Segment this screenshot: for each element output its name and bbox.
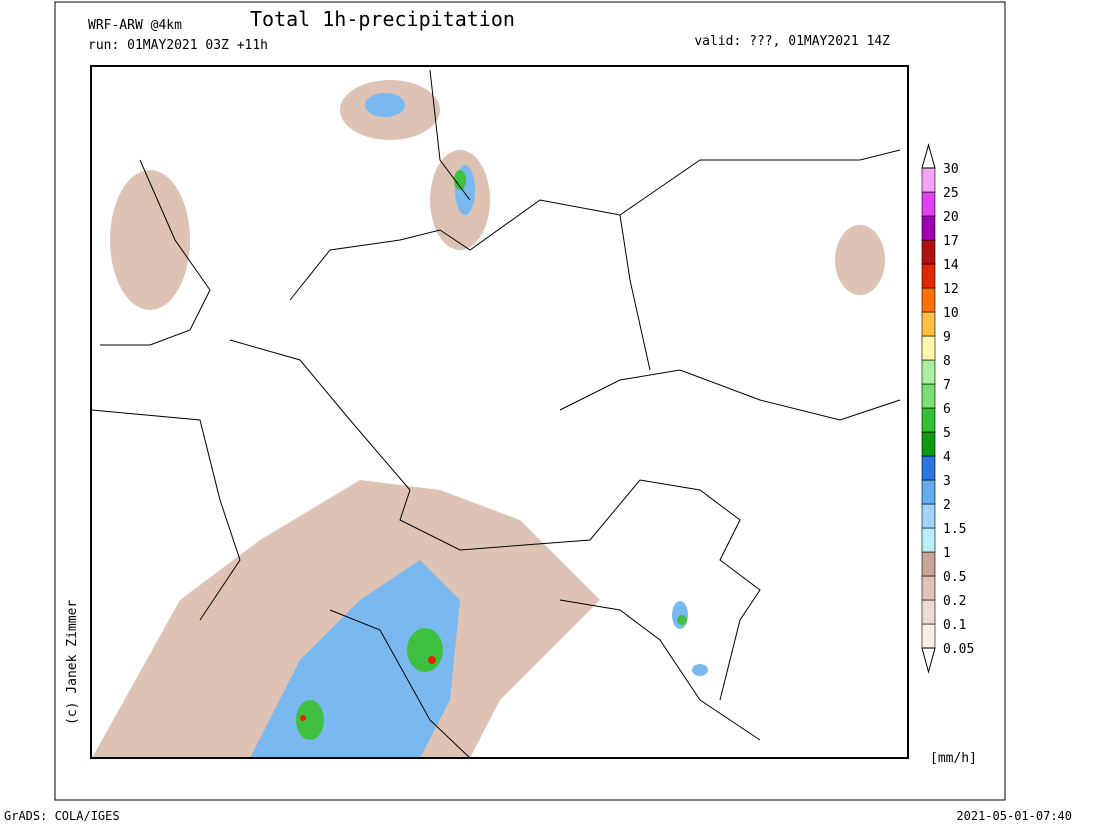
legend-swatch	[921, 551, 936, 577]
legend-swatch	[921, 191, 936, 217]
legend-swatch	[921, 359, 936, 385]
footer-left: GrADS: COLA/IGES	[4, 809, 120, 823]
legend-swatch	[921, 479, 936, 505]
legend-swatch	[921, 575, 936, 601]
legend-label: 6	[943, 402, 951, 417]
credit: (c) Janek Zimmer	[65, 600, 80, 725]
legend-label: 14	[943, 258, 959, 273]
legend-swatch	[921, 623, 936, 649]
legend-swatch	[921, 311, 936, 337]
legend-label: 30	[943, 162, 959, 177]
map	[90, 65, 909, 759]
legend-swatch	[921, 431, 936, 457]
legend-swatch	[921, 263, 936, 289]
legend-swatch	[921, 215, 936, 241]
borders	[91, 69, 901, 759]
legend-swatch	[921, 527, 936, 553]
legend-label: 1.5	[943, 522, 966, 537]
map-frame	[90, 65, 909, 759]
legend-swatch	[921, 287, 936, 313]
legend-swatch	[921, 335, 936, 361]
run: run: 01MAY2021 03Z +11h	[88, 38, 268, 53]
legend-label: 0.1	[943, 618, 966, 633]
legend-swatch	[921, 407, 936, 433]
legend-end	[921, 647, 936, 674]
legend-end	[921, 143, 936, 169]
legend-swatch	[921, 167, 936, 193]
legend-label: 10	[943, 306, 959, 321]
precip-red	[300, 715, 306, 721]
legend-swatch	[921, 239, 936, 265]
legend-label: 8	[943, 354, 951, 369]
legend-label: 3	[943, 474, 951, 489]
legend-label: 0.2	[943, 594, 966, 609]
legend-label: 25	[943, 186, 959, 201]
unit: [mm/h]	[930, 751, 977, 766]
title: Total 1h-precipitation	[250, 7, 515, 31]
legend-label: 17	[943, 234, 959, 249]
legend-label: 7	[943, 378, 951, 393]
legend-label: 1	[943, 546, 951, 561]
legend-swatch	[921, 455, 936, 481]
legend-swatch	[921, 383, 936, 409]
legend-label: 5	[943, 426, 951, 441]
legend-label: 12	[943, 282, 959, 297]
legend-swatch	[921, 503, 936, 529]
legend-label: 2	[943, 498, 951, 513]
legend-label: 0.05	[943, 642, 974, 657]
valid: valid: ???, 01MAY2021 14Z	[694, 34, 890, 49]
model: WRF-ARW @4km	[88, 18, 182, 33]
legend-label: 4	[943, 450, 951, 465]
footer-right: 2021-05-01-07:40	[956, 809, 1072, 823]
legend-label: 0.5	[943, 570, 966, 585]
legend: 0.05 0.1 0.2 0.5 1 1.5 2 3 4 5 6 7 8 9 10 12 14 17 20 25 30	[921, 143, 974, 674]
legend-label: 9	[943, 330, 951, 345]
legend-swatch	[921, 599, 936, 625]
legend-label: 20	[943, 210, 959, 225]
precip-red	[428, 656, 436, 664]
